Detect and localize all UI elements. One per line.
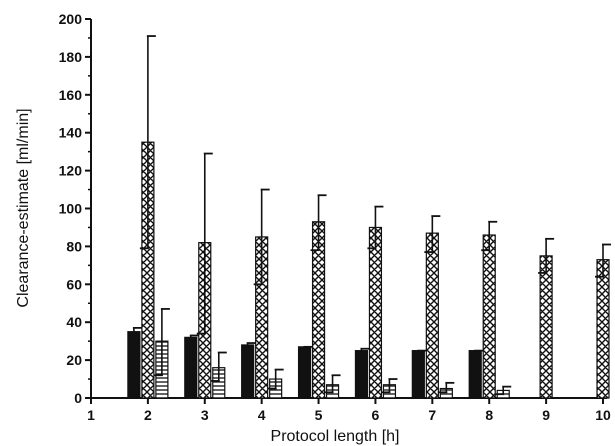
x-tick-label: 9 xyxy=(542,407,550,423)
x-tick-label: 6 xyxy=(372,407,380,423)
x-tick-label: 4 xyxy=(258,407,266,423)
bar-solid xyxy=(127,331,141,399)
bar-solid xyxy=(297,346,312,399)
bar-crosshatch xyxy=(596,259,610,399)
bar-solid xyxy=(411,350,425,399)
bar-solid xyxy=(241,344,255,399)
y-tick-label: 100 xyxy=(59,201,83,217)
chart-bars xyxy=(127,35,611,399)
y-tick-label: 200 xyxy=(59,11,83,27)
bar-crosshatch xyxy=(425,232,439,399)
y-tick-label: 180 xyxy=(59,49,83,65)
x-tick-label: 2 xyxy=(144,407,152,423)
y-tick-label: 20 xyxy=(66,352,82,368)
bar-solid xyxy=(354,350,369,399)
x-tick-label: 7 xyxy=(428,407,436,423)
y-axis-title: Clearance-estimate [ml/min] xyxy=(15,108,32,307)
x-tick-label: 10 xyxy=(595,407,611,423)
chart-ticks: 0 20 40 60 80 100 120 140 160 180 200 1 2 3 4 5 6 7 8 9 10 xyxy=(59,11,611,423)
y-tick-label: 40 xyxy=(66,314,82,330)
y-tick-label: 120 xyxy=(59,163,83,179)
x-tick-label: 5 xyxy=(315,407,323,423)
bar-crosshatch xyxy=(368,226,383,399)
y-tick-label: 60 xyxy=(66,276,82,292)
x-tick-label: 1 xyxy=(87,407,95,423)
y-tick-label: 80 xyxy=(66,238,82,254)
y-tick-label: 0 xyxy=(74,390,82,406)
bar-crosshatch xyxy=(539,255,553,399)
bar-crosshatch xyxy=(482,234,496,399)
x-tick-label: 3 xyxy=(201,407,209,423)
y-tick-label: 160 xyxy=(59,87,83,103)
y-tick-label: 140 xyxy=(59,125,83,141)
bar-solid xyxy=(468,350,482,399)
x-tick-label: 8 xyxy=(485,407,493,423)
bar-solid xyxy=(184,336,198,399)
x-axis-title: Protocol length [h] xyxy=(271,428,400,445)
